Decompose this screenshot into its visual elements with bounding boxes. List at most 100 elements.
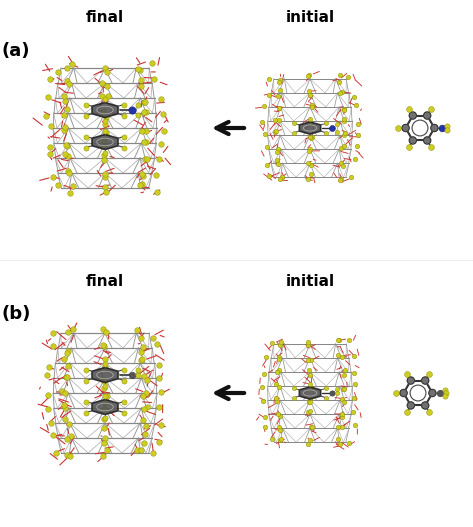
Point [120, 111, 128, 120]
Point [61, 97, 69, 105]
Point [140, 98, 148, 106]
Point [333, 385, 341, 393]
Point [153, 188, 161, 197]
Point [354, 131, 362, 139]
Point [350, 93, 358, 101]
Point [334, 423, 342, 431]
Point [101, 127, 109, 135]
Point [64, 451, 71, 460]
Point [441, 386, 449, 394]
Point [340, 115, 348, 123]
Point [143, 376, 151, 385]
Point [308, 101, 315, 109]
Point [339, 162, 347, 170]
Point [136, 66, 143, 74]
Point [345, 439, 353, 447]
Point [275, 115, 283, 124]
Point [262, 130, 269, 138]
Point [393, 389, 400, 397]
Point [55, 67, 62, 76]
Point [58, 387, 66, 395]
Point [152, 170, 159, 179]
Point [63, 142, 70, 151]
Point [425, 407, 433, 416]
Point [339, 385, 347, 394]
Point [64, 167, 71, 175]
Point [260, 102, 268, 110]
Point [102, 188, 109, 197]
Point [134, 65, 141, 74]
Point [67, 432, 75, 441]
Point [47, 75, 54, 83]
Point [101, 149, 109, 157]
Point [120, 376, 128, 385]
Point [137, 75, 145, 84]
Point [68, 60, 75, 69]
Point [101, 414, 109, 422]
Point [307, 145, 314, 153]
Circle shape [421, 377, 429, 384]
Point [63, 104, 70, 113]
Point [405, 142, 413, 151]
Point [304, 440, 312, 448]
Point [259, 396, 267, 405]
Point [333, 128, 341, 136]
Point [138, 180, 146, 189]
Point [157, 95, 165, 103]
Point [258, 383, 265, 392]
Point [45, 363, 53, 372]
Point [82, 132, 90, 141]
Point [338, 413, 346, 421]
Point [265, 75, 272, 84]
Point [98, 79, 106, 87]
Point [44, 405, 51, 413]
Point [102, 182, 109, 191]
Point [137, 446, 145, 455]
Point [322, 393, 329, 402]
Point [102, 328, 110, 337]
Point [337, 159, 344, 167]
Point [44, 391, 51, 399]
Point [336, 71, 343, 79]
Point [306, 398, 314, 406]
Point [277, 435, 285, 443]
Point [261, 413, 269, 422]
Point [308, 103, 316, 111]
Point [133, 445, 141, 454]
Point [60, 401, 67, 409]
Point [66, 80, 73, 88]
Point [333, 389, 341, 397]
Point [158, 388, 165, 396]
Point [99, 325, 107, 334]
Point [103, 82, 110, 91]
Text: (b): (b) [1, 305, 31, 323]
Point [276, 426, 284, 434]
Circle shape [402, 124, 409, 132]
Point [306, 394, 314, 403]
Point [104, 92, 112, 101]
Point [99, 341, 107, 349]
Point [50, 329, 57, 338]
Point [275, 354, 283, 363]
Circle shape [429, 389, 436, 397]
Point [273, 367, 281, 376]
Point [156, 360, 163, 369]
Point [262, 353, 269, 362]
Point [128, 106, 136, 114]
Circle shape [424, 137, 431, 144]
Point [442, 389, 450, 397]
Point [344, 73, 352, 81]
Point [60, 92, 68, 101]
Point [290, 128, 298, 136]
Point [304, 407, 312, 416]
Point [100, 151, 108, 159]
Point [307, 423, 315, 431]
Point [308, 423, 315, 431]
Point [275, 104, 282, 112]
Point [336, 336, 343, 344]
Point [62, 141, 70, 149]
Point [340, 371, 348, 379]
Point [159, 110, 167, 118]
Point [54, 181, 62, 190]
Point [60, 111, 68, 119]
